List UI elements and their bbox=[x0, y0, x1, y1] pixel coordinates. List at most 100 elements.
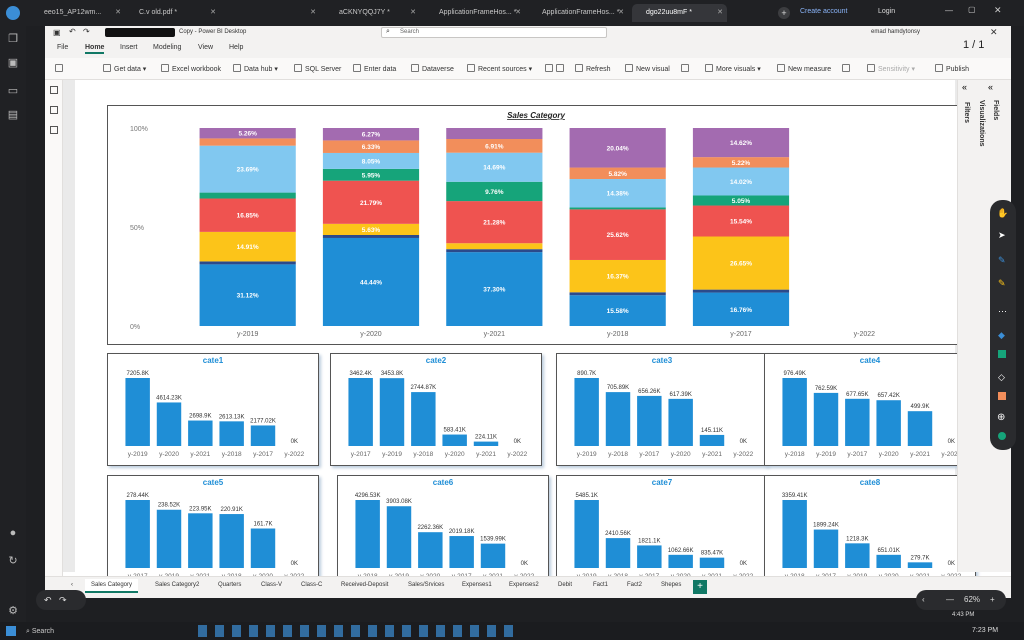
page-tab[interactable]: Fact1 bbox=[593, 582, 609, 588]
menu-home[interactable]: Home bbox=[85, 44, 105, 54]
add-icon[interactable]: ⊕ bbox=[997, 412, 1006, 423]
menu-insert[interactable]: Insert bbox=[120, 44, 138, 51]
cate2-card[interactable]: cate2 3462.4K y-2017 3453.8K y-2019 2744.87K… bbox=[330, 353, 542, 466]
cate4-card[interactable]: cate4 976.49K y-2018 762.59K y-2019 677.65K y… bbox=[764, 353, 976, 466]
close-icon[interactable]: ✕ bbox=[717, 9, 723, 16]
enter-data-button[interactable]: Enter data bbox=[353, 64, 396, 73]
page-tab[interactable]: Class-V bbox=[261, 582, 283, 588]
page-tab[interactable]: Quarters bbox=[218, 582, 242, 588]
menu-modeling[interactable]: Modeling bbox=[153, 44, 182, 51]
nav-back-icon[interactable]: ‹ bbox=[922, 595, 925, 604]
fields-pane-label[interactable]: Fields bbox=[992, 100, 999, 121]
browser-tab-active[interactable]: dgo22uu8mF * ✕ bbox=[632, 4, 727, 22]
new-measure-button[interactable]: New measure bbox=[777, 64, 831, 73]
sales-category-chart[interactable]: Sales Category 100% 50% 0% 31.12% 14.91% 16.85… bbox=[107, 105, 963, 345]
browser-logo-icon[interactable] bbox=[6, 6, 20, 20]
more-icon[interactable]: ⋯ bbox=[998, 306, 1007, 316]
pen-icon[interactable]: ✎ bbox=[998, 255, 1006, 265]
page-tab[interactable]: Debit bbox=[558, 582, 573, 588]
prev-page-icon[interactable]: ‹ bbox=[71, 582, 73, 588]
cate7-card[interactable]: cate7 5485.1Ky-20192410.56Ky-20181821.1K… bbox=[556, 475, 768, 588]
menu-file[interactable]: File bbox=[57, 44, 69, 51]
cate5-card[interactable]: cate5 278.44Ky-2017238.52Ky-2019223.95Ky… bbox=[107, 475, 319, 588]
highlighter-icon[interactable]: ✎ bbox=[998, 278, 1006, 288]
start-icon[interactable] bbox=[6, 626, 16, 636]
close-icon[interactable]: ✕ bbox=[310, 9, 316, 16]
cate3-card[interactable]: cate3 890.7K y-2019 705.89K y-2018 656.26K y-… bbox=[556, 353, 768, 466]
orange-box-icon[interactable] bbox=[998, 392, 1006, 400]
sql-server-button[interactable]: SQL Server bbox=[294, 64, 341, 73]
add-page-button[interactable]: + bbox=[693, 580, 707, 594]
model-view-icon[interactable] bbox=[50, 126, 58, 134]
login-link[interactable]: Login bbox=[878, 8, 896, 15]
browser-tab[interactable]: ApplicationFrameHos... * ✕ bbox=[425, 4, 525, 22]
save-icon[interactable]: ▤ bbox=[7, 109, 19, 121]
dataverse-button[interactable]: Dataverse bbox=[411, 64, 454, 73]
transform-icon[interactable] bbox=[545, 64, 567, 73]
image-icon[interactable]: ▣ bbox=[7, 57, 19, 69]
page-tab-sales-category[interactable]: Sales Category bbox=[85, 579, 139, 593]
page-tab[interactable]: Shepes bbox=[661, 582, 682, 588]
cate6-card[interactable]: cate6 4296.53Ky-20183903.08Ky-20192262.3… bbox=[337, 475, 549, 588]
zoom-out-icon[interactable]: — bbox=[946, 595, 954, 604]
refresh-button[interactable]: Refresh bbox=[575, 64, 611, 73]
close-icon[interactable]: ✕ bbox=[618, 9, 624, 16]
menu-view[interactable]: View bbox=[198, 44, 214, 51]
paste-icon[interactable] bbox=[55, 64, 66, 73]
undo-icon[interactable]: ↶ bbox=[69, 27, 76, 36]
sensitivity-button[interactable]: Sensitivity ▾ bbox=[867, 64, 915, 73]
close-icon[interactable]: ✕ bbox=[515, 9, 521, 16]
redo-icon[interactable]: ↷ bbox=[83, 27, 90, 36]
close-icon[interactable]: ✕ bbox=[410, 9, 416, 16]
browser-tab[interactable]: C.v old.pdf * ✕ bbox=[125, 4, 220, 22]
green-dot-icon[interactable] bbox=[998, 432, 1006, 440]
close-window-icon[interactable]: ✕ bbox=[994, 5, 1002, 15]
minimize-icon[interactable]: — bbox=[945, 6, 953, 15]
user-name[interactable]: emad hamdytonsy bbox=[871, 29, 921, 35]
excel-workbook-button[interactable]: Excel workbook bbox=[161, 64, 221, 73]
sync-icon[interactable]: ↻ bbox=[8, 555, 18, 567]
gear-icon[interactable]: ⚙ bbox=[8, 605, 18, 617]
filters-pane-label[interactable]: Filters bbox=[963, 102, 970, 124]
notification-icon[interactable]: ● bbox=[9, 527, 17, 539]
shape-icon[interactable]: ◇ bbox=[998, 372, 1005, 382]
collapse-filters-icon[interactable]: « bbox=[962, 82, 968, 92]
cate8-card[interactable]: cate8 3359.41Ky-20181899.24Ky-20171218.3… bbox=[764, 475, 976, 588]
data-hub-button[interactable]: Data hub ▾ bbox=[233, 64, 278, 73]
page-tab[interactable]: Fact2 bbox=[627, 582, 643, 588]
taskbar-search[interactable]: ⌕ Search bbox=[26, 625, 176, 638]
browser-tab[interactable]: aCKNYQQJ7Y * ✕ bbox=[325, 4, 420, 22]
new-tab-button[interactable]: + bbox=[778, 7, 790, 19]
eraser-icon[interactable]: ◆ bbox=[998, 330, 1005, 340]
maximize-icon[interactable]: ▢ bbox=[968, 5, 976, 14]
more-visuals-button[interactable]: More visuals ▾ bbox=[705, 64, 761, 73]
table-view-icon[interactable] bbox=[50, 106, 58, 114]
publish-button[interactable]: Publish bbox=[935, 64, 969, 73]
pointer-icon[interactable]: ➤ bbox=[998, 230, 1006, 240]
close-icon[interactable]: ✕ bbox=[115, 9, 121, 16]
page-tab[interactable]: Expenses2 bbox=[509, 582, 539, 588]
page-tab[interactable]: Received-Deposit bbox=[341, 582, 389, 588]
collapse-viz-icon[interactable]: « bbox=[988, 82, 994, 92]
browser-tab[interactable]: ✕ bbox=[225, 4, 320, 22]
folder-icon[interactable]: ▭ bbox=[7, 85, 19, 97]
report-view-icon[interactable] bbox=[50, 86, 58, 94]
new-visual-button[interactable]: New visual bbox=[625, 64, 670, 73]
quick-measure-icon[interactable] bbox=[842, 64, 853, 73]
page-tab[interactable]: Sales Category2 bbox=[155, 582, 200, 588]
browser-tab[interactable]: ApplicationFrameHos... * ✕ bbox=[528, 4, 628, 22]
hand-icon[interactable]: ✋ bbox=[997, 208, 1009, 218]
zoom-control[interactable]: ‹ — 62% + bbox=[916, 590, 1006, 610]
recent-sources-button[interactable]: Recent sources ▾ bbox=[467, 64, 532, 73]
save-icon[interactable]: ▣ bbox=[53, 28, 61, 37]
page-tab[interactable]: Sales/Srvices bbox=[408, 582, 445, 588]
close-icon[interactable]: ✕ bbox=[990, 27, 998, 37]
zoom-in-icon[interactable]: + bbox=[990, 595, 995, 604]
green-square-icon[interactable] bbox=[998, 350, 1006, 358]
visualizations-pane-label[interactable]: Visualizations bbox=[978, 100, 985, 147]
page-tab[interactable]: Class-C bbox=[301, 582, 323, 588]
undo-pill[interactable]: ↶ ↷ bbox=[36, 590, 86, 610]
page-tab[interactable]: Expenses1 bbox=[462, 582, 492, 588]
get-data-button[interactable]: Get data ▾ bbox=[103, 64, 146, 73]
menu-help[interactable]: Help bbox=[229, 44, 244, 51]
